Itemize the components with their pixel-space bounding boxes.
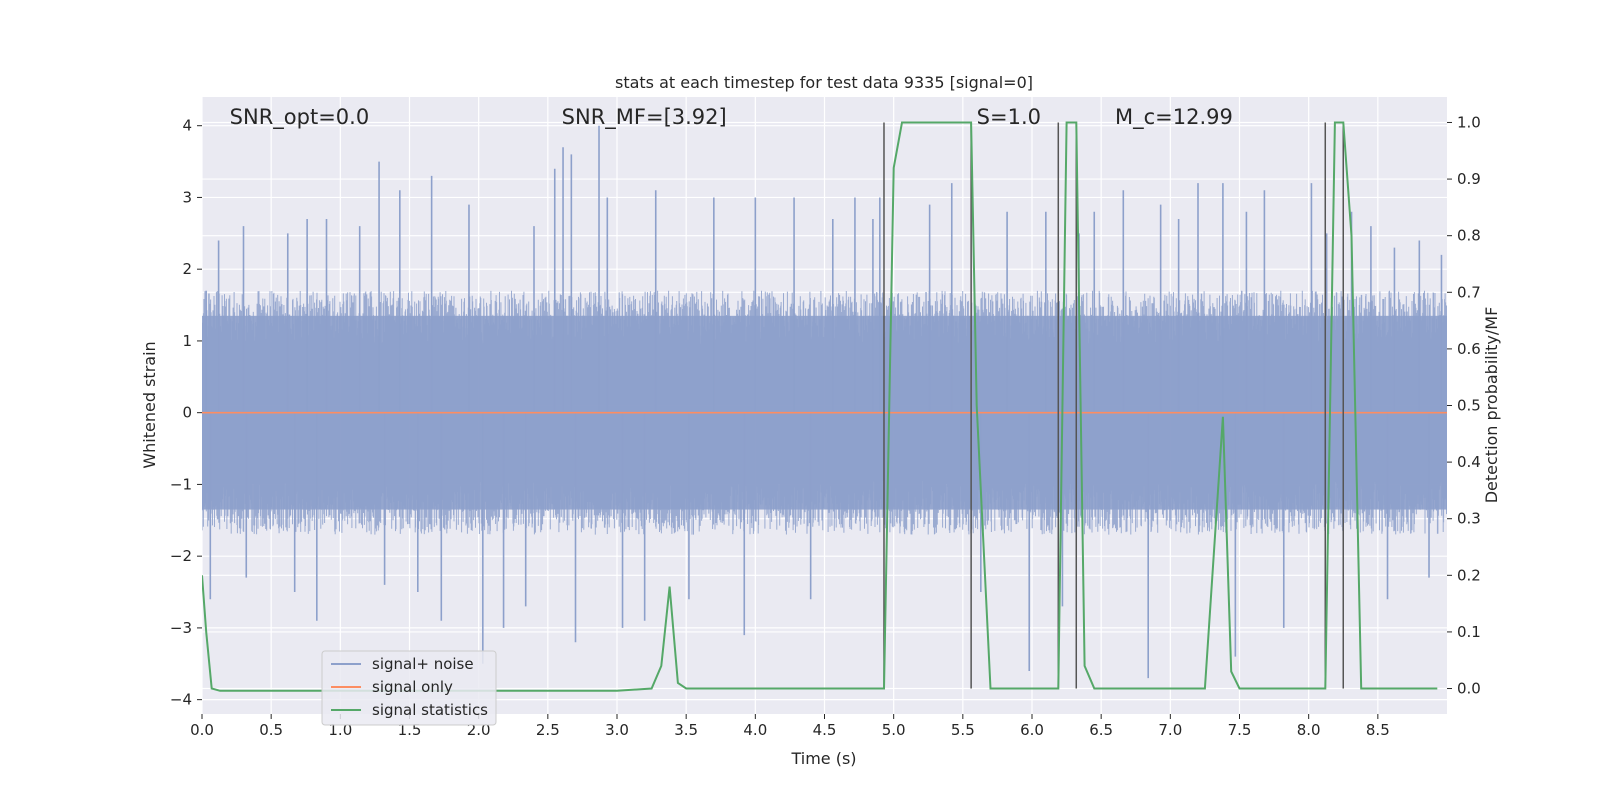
event-markers xyxy=(883,122,1344,689)
y-right-tick-label-0: 0.0 xyxy=(1457,680,1481,698)
x-tick-label-0: 0.0 xyxy=(190,721,214,739)
y-left-tick-label-6: 2 xyxy=(182,260,192,278)
legend-label-signal-statistics: signal statistics xyxy=(372,701,488,719)
x-axis-ticks: 0.0 0.5 1.0 1.5 2.0 2.5 3.0 3.5 4.0 4.5 5.0 5.5 6.0 6… xyxy=(190,714,1390,739)
y-right-tick-label-10: 1.0 xyxy=(1457,113,1481,131)
x-tick-label-16: 8.0 xyxy=(1297,721,1321,739)
x-axis-label: Time (s) xyxy=(790,749,856,768)
x-tick-label-12: 6.0 xyxy=(1020,721,1044,739)
y-right-axis-ticks: 0.0 0.1 0.2 0.3 0.4 0.5 0.6 0.7 0.8 0.9 1.0 xyxy=(1447,113,1481,698)
y-left-tick-label-5: 1 xyxy=(182,332,192,350)
x-tick-label-9: 4.5 xyxy=(813,721,837,739)
y-right-tick-label-7: 0.7 xyxy=(1457,283,1481,301)
y-left-tick-label-2: −2 xyxy=(170,547,192,565)
x-tick-label-14: 7.0 xyxy=(1158,721,1182,739)
annotation-1: SNR_MF=[3.92] xyxy=(562,105,727,130)
y-left-axis-ticks: −4 −3 −2 −1 0 1 2 3 4 xyxy=(170,117,202,709)
x-tick-label-10: 5.0 xyxy=(882,721,906,739)
x-tick-label-8: 4.0 xyxy=(743,721,767,739)
x-tick-label-5: 2.5 xyxy=(536,721,560,739)
y-right-tick-label-8: 0.8 xyxy=(1457,227,1481,245)
x-tick-label-11: 5.5 xyxy=(951,721,975,739)
x-tick-label-15: 7.5 xyxy=(1228,721,1252,739)
y-right-tick-label-9: 0.9 xyxy=(1457,170,1481,188)
chart-title: stats at each timestep for test data 933… xyxy=(615,73,1033,92)
y-right-axis-label: Detection probability/MF xyxy=(1482,307,1501,504)
x-tick-label-7: 3.5 xyxy=(674,721,698,739)
series-signal-statistics xyxy=(202,121,1438,692)
y-right-tick-label-3: 0.3 xyxy=(1457,510,1481,528)
x-tick-label-6: 3.0 xyxy=(605,721,629,739)
y-left-tick-label-3: −1 xyxy=(170,475,192,493)
annotation-0: SNR_opt=0.0 xyxy=(230,105,370,130)
signal-statistics-line xyxy=(202,121,1438,692)
x-tick-label-1: 0.5 xyxy=(259,721,283,739)
legend: signal+ noise signal only signal statist… xyxy=(321,650,497,726)
y-right-tick-label-4: 0.4 xyxy=(1457,453,1481,471)
y-left-tick-label-4: 0 xyxy=(182,404,192,422)
y-left-axis-label: Whitened strain xyxy=(140,341,159,468)
annotation-3: M_c=12.99 xyxy=(1115,105,1233,130)
y-left-tick-label-7: 3 xyxy=(182,188,192,206)
annotation-2: S=1.0 xyxy=(977,105,1041,129)
y-right-tick-label-6: 0.6 xyxy=(1457,340,1481,358)
y-left-tick-label-1: −3 xyxy=(170,619,192,637)
y-right-tick-label-5: 0.5 xyxy=(1457,397,1481,415)
y-left-tick-label-8: 4 xyxy=(182,117,192,135)
annotations: SNR_opt=0.0 SNR_MF=[3.92] S=1.0 M_c=12.99 xyxy=(230,105,1233,130)
y-right-tick-label-1: 0.1 xyxy=(1457,623,1481,641)
legend-box xyxy=(321,650,497,726)
x-tick-label-13: 6.5 xyxy=(1089,721,1113,739)
x-tick-label-17: 8.5 xyxy=(1366,721,1390,739)
legend-label-signal-plus-noise: signal+ noise xyxy=(372,655,474,673)
y-right-tick-label-2: 0.2 xyxy=(1457,566,1481,584)
y-left-tick-label-0: −4 xyxy=(170,691,192,709)
legend-label-signal-only: signal only xyxy=(372,678,453,696)
